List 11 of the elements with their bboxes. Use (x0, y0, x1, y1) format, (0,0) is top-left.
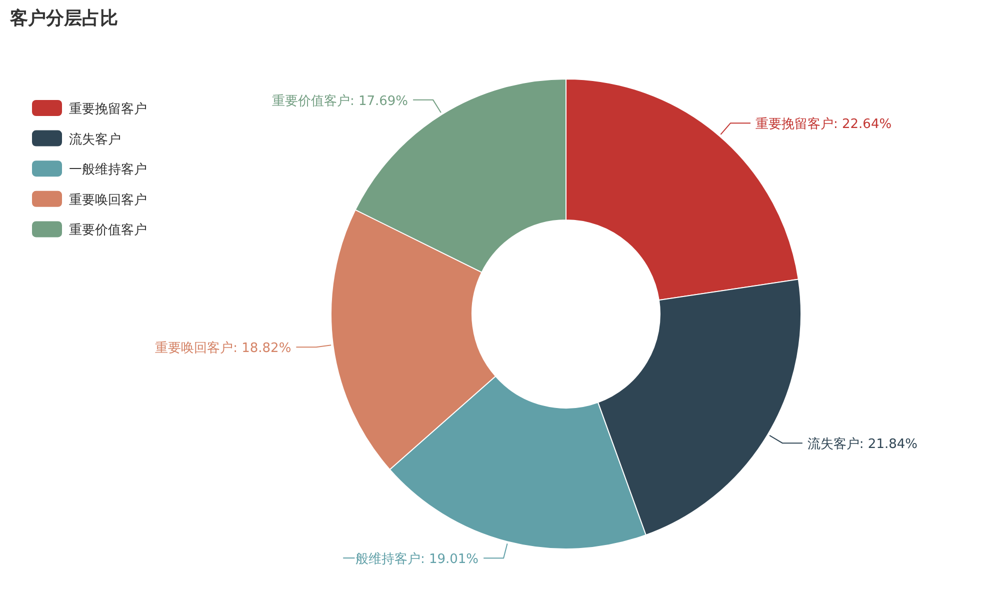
legend-label: 重要挽留客户 (69, 101, 147, 117)
data-label: 重要唤回客户: 18.82% (155, 340, 292, 356)
data-label: 一般维持客户: 19.01% (342, 551, 479, 568)
data-label: 重要价值客户: 17.69% (272, 92, 408, 109)
legend-label: 重要唤回客户 (69, 192, 147, 208)
data-label: 重要挽留客户: 22.64% (756, 116, 892, 132)
chart-title: 客户分层占比 (9, 8, 118, 29)
legend-label: 一般维持客户 (69, 162, 147, 178)
data-label: 流失客户: 21.84% (807, 436, 918, 452)
legend-label: 重要价值客户 (69, 222, 147, 238)
legend-label: 流失客户 (69, 131, 121, 148)
